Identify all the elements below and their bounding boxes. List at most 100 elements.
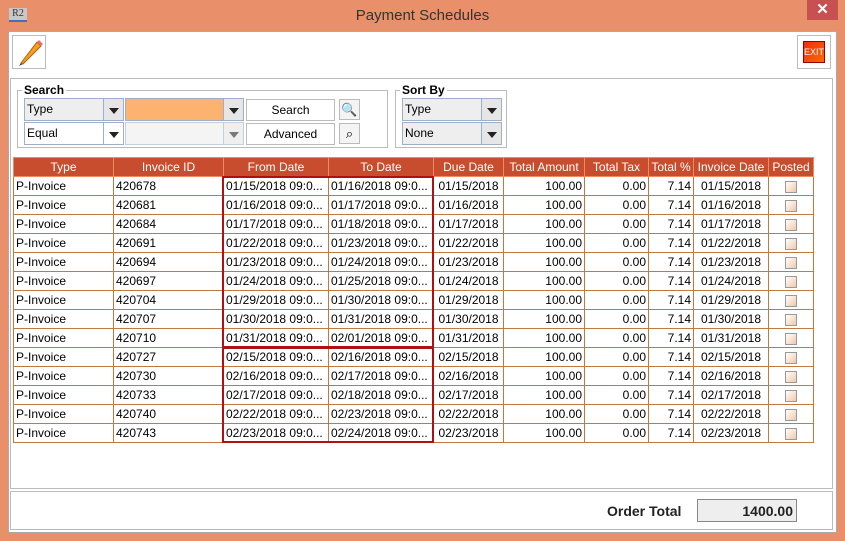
cell-total-amount: 100.00	[503, 195, 585, 215]
cell-to-date: 02/17/2018 09:0...	[328, 366, 434, 386]
advanced-button[interactable]: Advanced	[246, 123, 335, 145]
cell-total-tax: 0.00	[584, 328, 649, 348]
posted-checkbox[interactable]	[785, 275, 797, 288]
posted-checkbox[interactable]	[785, 332, 797, 345]
cell-total-tax: 0.00	[584, 214, 649, 234]
table-row[interactable]: P-Invoice 420678 01/15/2018 09:0... 01/16/2…	[13, 176, 814, 196]
order-total-label: Order Total	[607, 503, 682, 519]
cell-from-date: 02/16/2018 09:0...	[223, 366, 329, 386]
sort-primary-select[interactable]: Type	[402, 98, 502, 121]
magnifier-icon[interactable]: 🔍	[339, 99, 360, 120]
cell-from-date: 01/31/2018 09:0...	[223, 328, 329, 348]
cell-due-date: 01/23/2018	[433, 252, 504, 272]
cell-due-date: 01/15/2018	[433, 176, 504, 196]
cell-posted	[768, 214, 814, 234]
search-value-input[interactable]	[125, 98, 244, 121]
cell-invoice-id: 420704	[113, 290, 224, 310]
column-header[interactable]: Total %	[648, 157, 694, 177]
table-row[interactable]: P-Invoice 420740 02/22/2018 09:0... 02/23/2…	[13, 404, 814, 424]
chevron-down-icon	[223, 99, 243, 120]
cell-type: P-Invoice	[13, 385, 114, 405]
table-row[interactable]: P-Invoice 420733 02/17/2018 09:0... 02/18/2…	[13, 385, 814, 405]
posted-checkbox[interactable]	[785, 313, 797, 326]
posted-checkbox[interactable]	[785, 237, 797, 250]
table-row[interactable]: P-Invoice 420707 01/30/2018 09:0... 01/31/2…	[13, 309, 814, 329]
table-row[interactable]: P-Invoice 420684 01/17/2018 09:0... 01/18/2…	[13, 214, 814, 234]
table-row[interactable]: P-Invoice 420694 01/23/2018 09:0... 01/24/2…	[13, 252, 814, 272]
posted-checkbox[interactable]	[785, 218, 797, 231]
table-row[interactable]: P-Invoice 420681 01/16/2018 09:0... 01/17/2…	[13, 195, 814, 215]
column-header[interactable]: Type	[13, 157, 114, 177]
cell-total-tax: 0.00	[584, 233, 649, 253]
chevron-down-icon	[103, 123, 123, 144]
column-header[interactable]: Posted	[768, 157, 814, 177]
cell-type: P-Invoice	[13, 347, 114, 367]
close-button[interactable]: ✕	[807, 0, 838, 20]
edit-button[interactable]	[12, 35, 46, 69]
cell-to-date: 01/18/2018 09:0...	[328, 214, 434, 234]
posted-checkbox[interactable]	[785, 408, 797, 421]
cell-total-: 7.14	[648, 271, 694, 291]
cell-due-date: 02/16/2018	[433, 366, 504, 386]
search-value	[126, 99, 223, 120]
cell-due-date: 02/22/2018	[433, 404, 504, 424]
cell-posted	[768, 271, 814, 291]
cell-from-date: 01/15/2018 09:0...	[223, 176, 329, 196]
table-row[interactable]: P-Invoice 420704 01/29/2018 09:0... 01/30/2…	[13, 290, 814, 310]
column-header[interactable]: Total Amount	[503, 157, 585, 177]
column-header[interactable]: From Date	[223, 157, 329, 177]
cell-total-: 7.14	[648, 423, 694, 443]
column-header[interactable]: Total Tax	[584, 157, 649, 177]
chevron-down-icon	[481, 99, 501, 120]
cell-to-date: 02/23/2018 09:0...	[328, 404, 434, 424]
cell-due-date: 01/17/2018	[433, 214, 504, 234]
exit-button[interactable]: EXIT	[797, 35, 831, 69]
cell-invoice-id: 420694	[113, 252, 224, 272]
posted-checkbox[interactable]	[785, 256, 797, 269]
cell-due-date: 01/30/2018	[433, 309, 504, 329]
table-header: Type Invoice ID From Date To Date Due Date To…	[13, 157, 814, 177]
search-group: Search	[17, 83, 388, 148]
cell-from-date: 02/17/2018 09:0...	[223, 385, 329, 405]
cell-total-: 7.14	[648, 233, 694, 253]
table-row[interactable]: P-Invoice 420697 01/24/2018 09:0... 01/25/2…	[13, 271, 814, 291]
sort-secondary-select[interactable]: None	[402, 122, 502, 145]
cell-to-date: 01/23/2018 09:0...	[328, 233, 434, 253]
table-row[interactable]: P-Invoice 420710 01/31/2018 09:0... 02/01/2…	[13, 328, 814, 348]
table-row[interactable]: P-Invoice 420743 02/23/2018 09:0... 02/24/2…	[13, 423, 814, 443]
posted-checkbox[interactable]	[785, 294, 797, 307]
column-header[interactable]: Invoice Date	[693, 157, 769, 177]
table-row[interactable]: P-Invoice 420691 01/22/2018 09:0... 01/23/2…	[13, 233, 814, 253]
table-row[interactable]: P-Invoice 420730 02/16/2018 09:0... 02/17/2…	[13, 366, 814, 386]
cell-total-: 7.14	[648, 290, 694, 310]
cell-invoice-id: 420691	[113, 233, 224, 253]
cell-to-date: 01/17/2018 09:0...	[328, 195, 434, 215]
cell-total-tax: 0.00	[584, 366, 649, 386]
posted-checkbox[interactable]	[785, 351, 797, 364]
cell-invoice-date: 01/22/2018	[693, 233, 769, 253]
column-header[interactable]: To Date	[328, 157, 434, 177]
posted-checkbox[interactable]	[785, 180, 797, 193]
table-row[interactable]: P-Invoice 420727 02/15/2018 09:0... 02/16/2…	[13, 347, 814, 367]
cell-total-amount: 100.00	[503, 290, 585, 310]
search-field-select[interactable]: Type	[24, 98, 124, 121]
cell-from-date: 01/30/2018 09:0...	[223, 309, 329, 329]
cell-total-amount: 100.00	[503, 252, 585, 272]
posted-checkbox[interactable]	[785, 370, 797, 383]
posted-checkbox[interactable]	[785, 427, 797, 440]
search-operator-select[interactable]: Equal	[24, 122, 124, 145]
window-title: Payment Schedules	[355, 7, 490, 24]
cell-type: P-Invoice	[13, 176, 114, 196]
posted-checkbox[interactable]	[785, 199, 797, 212]
cell-type: P-Invoice	[13, 290, 114, 310]
column-header[interactable]: Invoice ID	[113, 157, 224, 177]
cell-invoice-id: 420684	[113, 214, 224, 234]
posted-checkbox[interactable]	[785, 389, 797, 402]
column-header[interactable]: Due Date	[433, 157, 504, 177]
payment-schedule-table: Type Invoice ID From Date To Date Due Date To…	[13, 157, 814, 443]
cell-total-amount: 100.00	[503, 347, 585, 367]
cell-total-tax: 0.00	[584, 347, 649, 367]
cell-total-: 7.14	[648, 328, 694, 348]
search-button[interactable]: Search	[246, 99, 335, 121]
advanced-search-icon[interactable]: ⌕	[339, 123, 360, 144]
